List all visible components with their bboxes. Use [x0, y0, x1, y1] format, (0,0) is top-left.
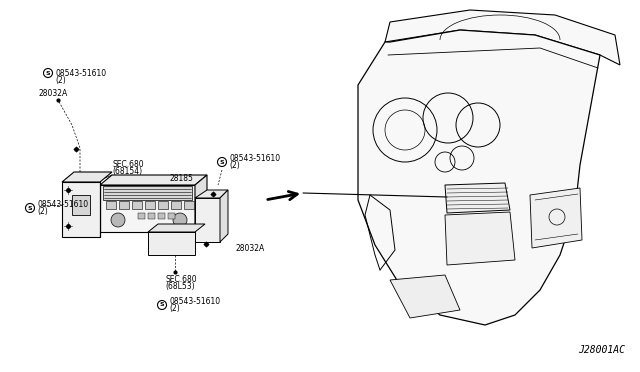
Polygon shape — [195, 175, 207, 232]
Polygon shape — [100, 185, 195, 232]
Polygon shape — [530, 188, 582, 248]
Polygon shape — [148, 224, 205, 232]
Text: 08543-51610: 08543-51610 — [55, 68, 106, 77]
Text: (2): (2) — [55, 76, 66, 84]
Text: (2): (2) — [37, 206, 48, 215]
Polygon shape — [158, 201, 168, 209]
Text: S: S — [160, 302, 164, 308]
Text: 08543-51610: 08543-51610 — [169, 296, 220, 305]
Circle shape — [111, 213, 125, 227]
Polygon shape — [158, 213, 165, 219]
Text: 28032A: 28032A — [235, 244, 264, 253]
Polygon shape — [390, 275, 460, 318]
Text: (2): (2) — [169, 304, 180, 312]
Polygon shape — [184, 201, 194, 209]
Polygon shape — [103, 186, 192, 200]
Polygon shape — [119, 201, 129, 209]
Circle shape — [173, 213, 187, 227]
Polygon shape — [195, 190, 228, 198]
Text: SEC.680: SEC.680 — [165, 276, 196, 285]
Polygon shape — [358, 30, 600, 325]
Polygon shape — [445, 212, 515, 265]
Polygon shape — [106, 201, 116, 209]
Text: J28001AC: J28001AC — [578, 345, 625, 355]
Polygon shape — [220, 190, 228, 242]
Polygon shape — [171, 201, 181, 209]
Text: (68154): (68154) — [112, 167, 142, 176]
Polygon shape — [445, 183, 510, 213]
Text: (68L53): (68L53) — [165, 282, 195, 292]
Text: (2): (2) — [229, 160, 240, 170]
Text: S: S — [28, 205, 32, 211]
Text: 28185: 28185 — [170, 173, 194, 183]
Polygon shape — [385, 10, 620, 65]
Text: S: S — [220, 160, 224, 164]
Polygon shape — [145, 201, 155, 209]
Polygon shape — [132, 201, 142, 209]
Polygon shape — [168, 213, 175, 219]
Polygon shape — [195, 198, 220, 242]
Text: 08543-51610: 08543-51610 — [37, 199, 88, 208]
Polygon shape — [148, 232, 195, 255]
Text: 08543-51610: 08543-51610 — [229, 154, 280, 163]
Polygon shape — [72, 195, 90, 215]
Polygon shape — [62, 172, 112, 182]
Polygon shape — [100, 175, 207, 185]
Polygon shape — [62, 182, 100, 237]
Polygon shape — [138, 213, 145, 219]
Polygon shape — [148, 213, 155, 219]
Text: S: S — [45, 71, 51, 76]
Text: SEC.680: SEC.680 — [112, 160, 143, 169]
Text: 28032A: 28032A — [38, 89, 67, 97]
